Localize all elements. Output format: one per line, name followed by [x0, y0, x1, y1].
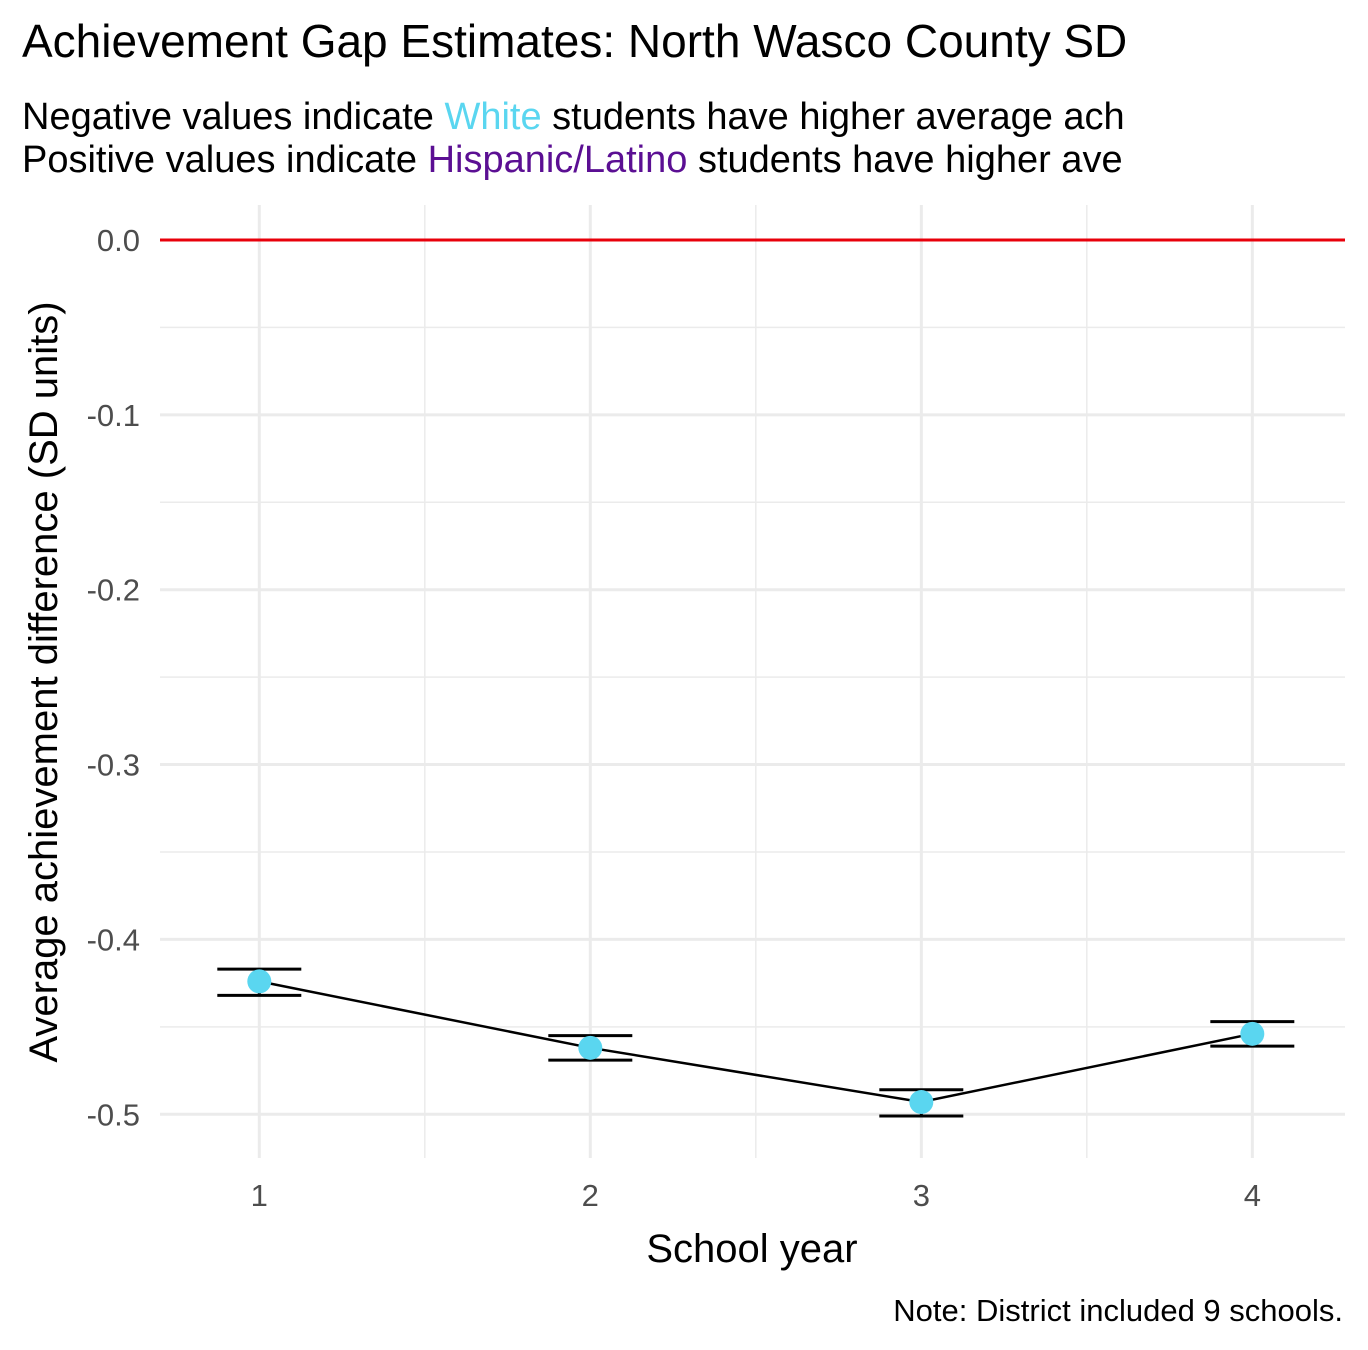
y-tick-labels: 0.0 -0.1 -0.2 -0.3 -0.4 -0.5 [87, 223, 140, 1132]
subtitle-1-suffix: students have higher average ach [541, 96, 1125, 138]
y-tick-label: -0.3 [87, 748, 140, 783]
data-point [578, 1035, 603, 1060]
data-points [247, 969, 1265, 1115]
subtitle-2-group-hispanic: Hispanic/Latino [427, 139, 688, 181]
y-tick-label: -0.4 [87, 922, 140, 957]
y-axis-label: Average achievement difference (SD units… [22, 301, 66, 1062]
x-tick-label: 4 [1244, 1178, 1261, 1213]
x-tick-label: 2 [582, 1178, 599, 1213]
y-tick-label: -0.2 [87, 573, 140, 608]
chart-caption: Note: District included 9 schools. [893, 1293, 1343, 1328]
x-axis-label: School year [646, 1227, 857, 1271]
series-line [259, 980, 1253, 1104]
data-point [1240, 1021, 1265, 1046]
subtitle-line-1: Negative values indicate White students … [22, 98, 1125, 136]
subtitle-2-prefix: Positive values indicate [22, 139, 428, 181]
y-tick-label: -0.1 [87, 398, 140, 433]
y-tick-label: 0.0 [97, 223, 140, 258]
y-tick-label: -0.5 [87, 1097, 140, 1132]
data-point [247, 969, 272, 994]
subtitle-1-group-white: White [444, 96, 542, 138]
data-point [909, 1090, 934, 1115]
major-gridlines [160, 205, 1345, 1158]
x-tick-label: 3 [913, 1178, 930, 1213]
gap-trend-line [259, 980, 1253, 1104]
subtitle-line-2: Positive values indicate Hispanic/Latino… [22, 141, 1123, 179]
subtitle-2-suffix: students have higher ave [687, 139, 1123, 181]
chart-title: Achievement Gap Estimates: North Wasco C… [22, 15, 1128, 67]
subtitle-1-prefix: Negative values indicate [22, 96, 445, 138]
minor-gridlines [160, 205, 1345, 1158]
x-tick-label: 1 [251, 1178, 268, 1213]
x-tick-labels: 1 2 3 4 [251, 1178, 1261, 1213]
